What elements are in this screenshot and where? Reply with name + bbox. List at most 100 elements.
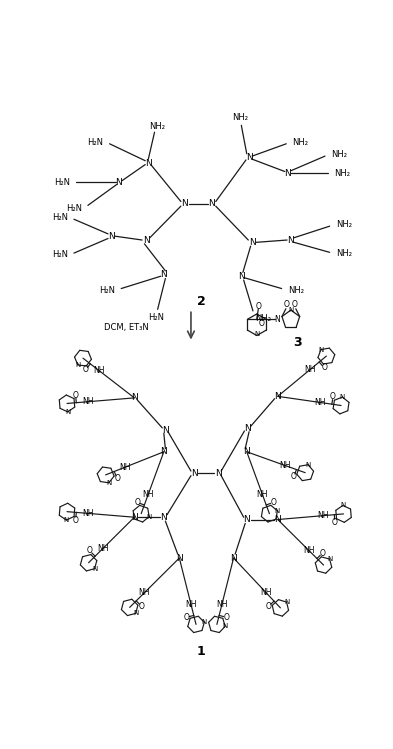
- Text: N: N: [108, 231, 114, 240]
- Text: O: O: [114, 474, 120, 483]
- Text: O: O: [256, 302, 262, 311]
- Text: O: O: [292, 300, 298, 309]
- Text: N: N: [92, 565, 97, 571]
- Text: N: N: [160, 447, 167, 456]
- Text: NH: NH: [257, 490, 268, 499]
- Text: O: O: [291, 473, 297, 482]
- Text: N: N: [215, 469, 221, 478]
- Text: NH: NH: [143, 490, 154, 499]
- Text: N: N: [305, 461, 311, 467]
- Text: N: N: [238, 272, 245, 281]
- Text: O: O: [83, 366, 88, 374]
- Text: H₂N: H₂N: [148, 312, 164, 321]
- Text: N: N: [133, 610, 138, 616]
- Text: H₂N: H₂N: [52, 213, 68, 222]
- Text: N: N: [106, 480, 112, 486]
- Text: N: N: [243, 515, 250, 524]
- Text: N: N: [288, 307, 294, 313]
- Text: NH₂: NH₂: [331, 150, 347, 159]
- Text: O: O: [284, 300, 290, 309]
- Text: N: N: [284, 599, 289, 605]
- Text: O: O: [265, 602, 271, 611]
- Text: O: O: [332, 518, 338, 527]
- Text: NH₂: NH₂: [150, 121, 165, 130]
- Text: O: O: [270, 498, 276, 507]
- Text: O: O: [321, 363, 327, 372]
- Text: N: N: [176, 554, 183, 562]
- Text: N: N: [143, 235, 149, 244]
- Text: NH: NH: [261, 588, 272, 597]
- Text: N: N: [230, 554, 237, 562]
- Text: O: O: [73, 390, 79, 399]
- Text: N: N: [64, 517, 69, 523]
- Text: 1: 1: [196, 646, 206, 658]
- Text: NH₂: NH₂: [336, 220, 352, 229]
- Text: O: O: [139, 601, 145, 610]
- Text: N: N: [340, 503, 345, 509]
- Text: NH: NH: [315, 398, 326, 407]
- Text: NH₂: NH₂: [334, 169, 350, 178]
- Text: N: N: [275, 508, 280, 514]
- Text: NH: NH: [280, 461, 291, 470]
- Text: NH: NH: [303, 546, 314, 555]
- Text: O: O: [183, 613, 189, 622]
- Text: N: N: [116, 178, 122, 187]
- Text: N: N: [249, 238, 255, 247]
- Text: N: N: [145, 159, 152, 168]
- Text: NH: NH: [216, 600, 228, 609]
- Text: N: N: [209, 199, 215, 208]
- Text: NH: NH: [317, 511, 329, 521]
- Text: N: N: [327, 556, 332, 562]
- Text: N: N: [244, 424, 251, 433]
- Text: N: N: [160, 270, 167, 279]
- Text: 3: 3: [293, 336, 301, 349]
- Text: N: N: [65, 409, 70, 415]
- Text: N: N: [222, 623, 228, 629]
- Text: NH: NH: [94, 366, 105, 375]
- Text: N: N: [147, 514, 152, 520]
- Text: N: N: [288, 235, 294, 244]
- Text: NH₂: NH₂: [292, 138, 309, 147]
- Text: NH₂: NH₂: [232, 113, 248, 122]
- Text: N: N: [131, 393, 138, 402]
- Text: N: N: [75, 362, 81, 368]
- Text: NH: NH: [119, 463, 131, 472]
- Text: NH: NH: [82, 397, 94, 406]
- Text: N: N: [274, 315, 280, 324]
- Text: O: O: [259, 320, 264, 329]
- Text: NH: NH: [97, 544, 109, 553]
- Text: O: O: [134, 498, 140, 507]
- Text: H₂N: H₂N: [87, 138, 103, 147]
- Text: N: N: [243, 447, 250, 456]
- Text: N: N: [191, 469, 197, 478]
- Text: NH₂: NH₂: [288, 285, 304, 294]
- Text: H₂N: H₂N: [54, 178, 70, 187]
- Text: H₂N: H₂N: [66, 204, 82, 213]
- Text: N: N: [274, 392, 281, 401]
- Text: N: N: [131, 513, 138, 522]
- Text: NH₂: NH₂: [336, 249, 352, 258]
- Text: N: N: [246, 153, 252, 162]
- Text: NH: NH: [82, 509, 94, 518]
- Text: O: O: [87, 546, 93, 555]
- Text: O: O: [224, 613, 230, 622]
- Text: NH₂: NH₂: [255, 314, 271, 323]
- Text: N: N: [340, 394, 345, 400]
- Text: NH: NH: [185, 600, 197, 609]
- Text: N: N: [182, 199, 188, 208]
- Text: N: N: [202, 619, 207, 625]
- Text: N: N: [162, 425, 169, 434]
- Text: O: O: [73, 515, 79, 524]
- Text: N: N: [285, 169, 291, 178]
- Text: N: N: [318, 347, 323, 353]
- Text: NH: NH: [139, 588, 150, 597]
- Text: H₂N: H₂N: [99, 285, 115, 294]
- Text: N: N: [274, 515, 281, 524]
- Text: O: O: [320, 548, 325, 557]
- Text: H₂N: H₂N: [52, 250, 68, 259]
- Text: O: O: [330, 392, 336, 401]
- Text: N: N: [160, 513, 167, 522]
- Text: DCM, ET₃N: DCM, ET₃N: [104, 323, 149, 332]
- Text: N: N: [254, 331, 259, 337]
- Text: 2: 2: [196, 295, 206, 308]
